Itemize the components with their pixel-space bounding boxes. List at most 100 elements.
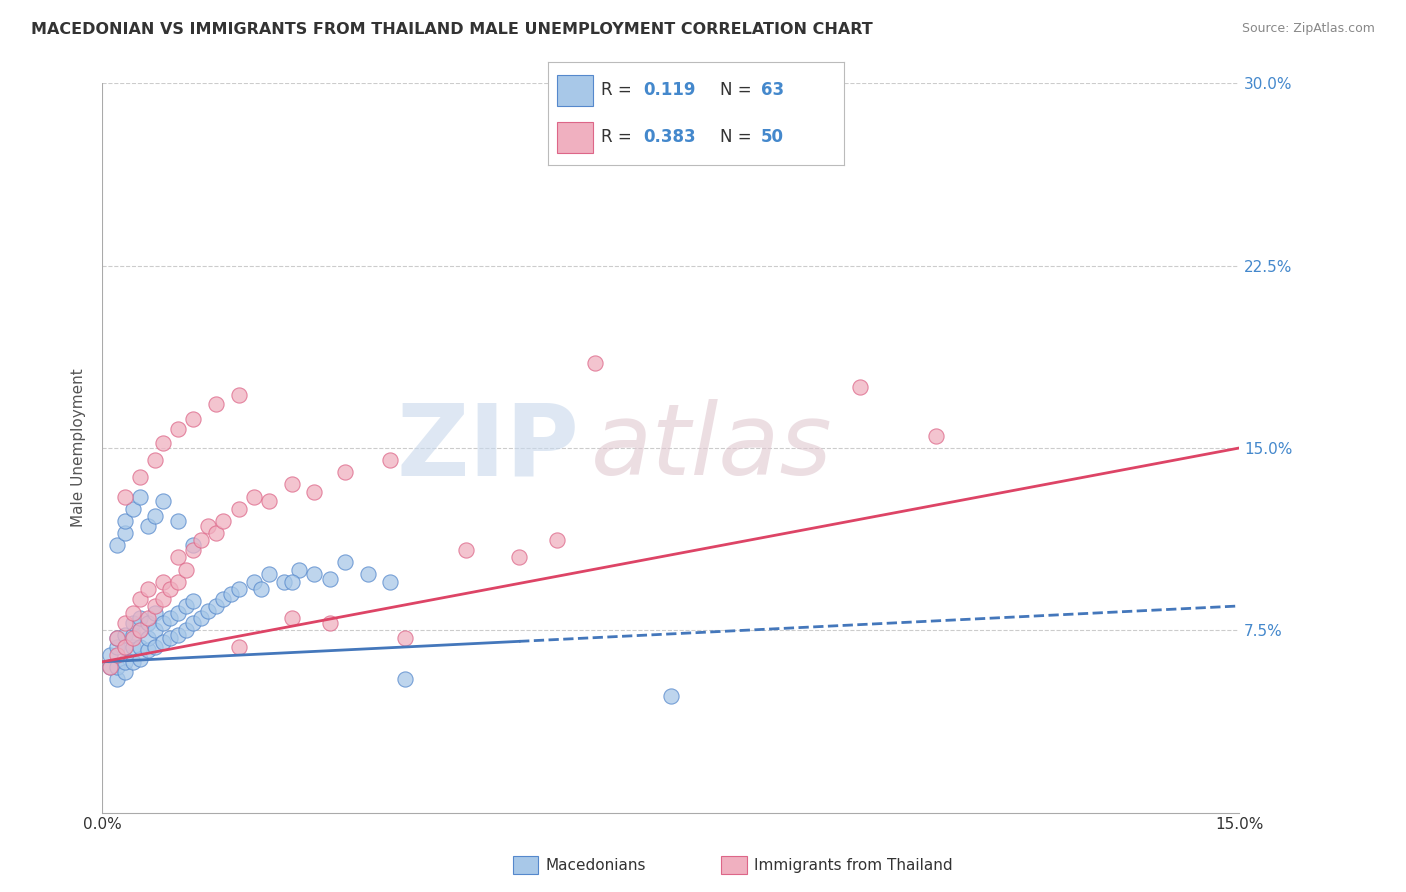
Text: ZIP: ZIP: [396, 400, 579, 497]
Point: [143, 509, 166, 524]
Point: [121, 607, 143, 621]
Point: [105, 659, 128, 673]
Point: [318, 572, 340, 586]
Point: [152, 591, 174, 606]
Point: [121, 631, 143, 645]
Point: [159, 582, 181, 596]
Point: [212, 591, 235, 606]
Point: [167, 514, 190, 528]
Point: [174, 562, 197, 576]
Point: [849, 380, 872, 394]
Point: [152, 574, 174, 589]
Text: N =: N =: [720, 81, 756, 99]
Point: [181, 538, 204, 552]
Point: [228, 387, 250, 401]
Point: [121, 640, 143, 655]
Text: 0.119: 0.119: [643, 81, 696, 99]
Point: [280, 574, 302, 589]
Point: [508, 550, 530, 565]
Point: [205, 397, 228, 411]
Point: [318, 615, 340, 630]
Point: [228, 640, 250, 655]
Point: [152, 436, 174, 450]
Text: Source: ZipAtlas.com: Source: ZipAtlas.com: [1241, 22, 1375, 36]
Text: R =: R =: [602, 81, 637, 99]
Point: [181, 615, 204, 630]
Point: [159, 611, 181, 625]
Point: [159, 631, 181, 645]
Point: [167, 628, 190, 642]
Point: [129, 470, 152, 484]
Point: [243, 490, 266, 504]
Point: [143, 640, 166, 655]
Point: [98, 648, 121, 662]
Y-axis label: Male Unemployment: Male Unemployment: [72, 368, 86, 527]
Point: [197, 604, 219, 618]
Text: atlas: atlas: [591, 400, 832, 497]
Point: [114, 526, 136, 541]
Point: [280, 611, 302, 625]
Point: [121, 655, 143, 669]
Text: N =: N =: [720, 128, 756, 146]
Bar: [557, 75, 593, 105]
Text: Immigrants from Thailand: Immigrants from Thailand: [754, 858, 952, 872]
Point: [280, 477, 302, 491]
Bar: [557, 122, 593, 153]
Point: [152, 494, 174, 508]
Point: [152, 615, 174, 630]
Text: Macedonians: Macedonians: [546, 858, 645, 872]
Point: [257, 494, 280, 508]
Point: [114, 665, 136, 679]
Point: [136, 518, 159, 533]
Point: [129, 591, 152, 606]
Point: [228, 501, 250, 516]
Point: [659, 101, 682, 115]
Text: 63: 63: [761, 81, 785, 99]
Point: [129, 490, 152, 504]
Point: [333, 465, 356, 479]
Point: [105, 648, 128, 662]
Point: [114, 615, 136, 630]
Point: [114, 655, 136, 669]
Point: [190, 611, 212, 625]
Point: [243, 574, 266, 589]
Point: [121, 615, 143, 630]
Point: [136, 582, 159, 596]
Text: MACEDONIAN VS IMMIGRANTS FROM THAILAND MALE UNEMPLOYMENT CORRELATION CHART: MACEDONIAN VS IMMIGRANTS FROM THAILAND M…: [31, 22, 873, 37]
Point: [152, 635, 174, 649]
Point: [212, 514, 235, 528]
Point: [105, 631, 128, 645]
Point: [136, 642, 159, 657]
Point: [167, 607, 190, 621]
Point: [129, 611, 152, 625]
Point: [121, 628, 143, 642]
Point: [181, 543, 204, 558]
Point: [181, 412, 204, 426]
Point: [143, 599, 166, 613]
Point: [129, 624, 152, 638]
Point: [114, 640, 136, 655]
Point: [114, 628, 136, 642]
Point: [143, 624, 166, 638]
Point: [114, 514, 136, 528]
Point: [136, 631, 159, 645]
Point: [454, 543, 477, 558]
Point: [583, 356, 606, 370]
Point: [98, 659, 121, 673]
Point: [105, 640, 128, 655]
Point: [105, 538, 128, 552]
Point: [197, 518, 219, 533]
Point: [228, 582, 250, 596]
Point: [394, 672, 416, 686]
Point: [143, 607, 166, 621]
Point: [129, 640, 152, 655]
Point: [143, 453, 166, 467]
Point: [659, 689, 682, 703]
Point: [333, 555, 356, 569]
Point: [546, 533, 568, 548]
Point: [167, 421, 190, 435]
Text: 0.383: 0.383: [643, 128, 696, 146]
Point: [167, 574, 190, 589]
Point: [380, 453, 402, 467]
Point: [205, 599, 228, 613]
